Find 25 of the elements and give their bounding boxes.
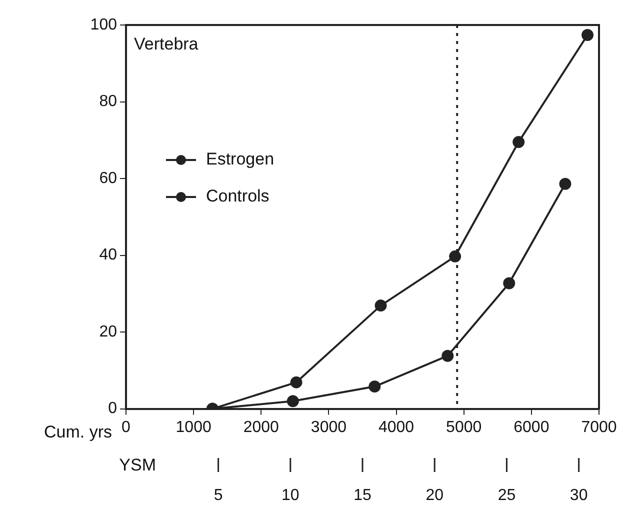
x-axis-title: Cum. yrs — [44, 422, 112, 442]
x2-tick-label: 25 — [498, 487, 516, 504]
x-tick-label: 0 — [122, 418, 131, 436]
y-tick-label: 100 — [90, 16, 118, 34]
legend-label: Estrogen — [206, 150, 274, 169]
x2-tick-label: 10 — [282, 487, 300, 504]
x2-tick-label: 15 — [354, 487, 372, 504]
x-tick-label: 1000 — [176, 418, 212, 436]
x-tick-label: 5000 — [446, 418, 482, 436]
x2-tick-label: 20 — [426, 487, 444, 504]
x-tick-label: 6000 — [514, 418, 550, 436]
x-tick-label: 4000 — [378, 418, 414, 436]
x2-tick-label: 5 — [214, 487, 223, 504]
y-tick-label: 80 — [99, 93, 118, 110]
y-tick-label: 60 — [99, 170, 118, 187]
y-tick-label: 40 — [99, 246, 118, 264]
x2-axis-title: YSM — [119, 456, 156, 475]
x-tick-label: 7000 — [581, 418, 617, 436]
x2-tick-label: 30 — [570, 487, 588, 504]
x-tick-label: 3000 — [310, 418, 347, 436]
annotation: Vertebra — [134, 34, 199, 54]
y-tick-label: 0 — [108, 400, 118, 418]
x-tick-label: 2000 — [243, 418, 280, 436]
y-tick-label: 20 — [99, 323, 118, 340]
legend-label: Controls — [206, 186, 270, 206]
